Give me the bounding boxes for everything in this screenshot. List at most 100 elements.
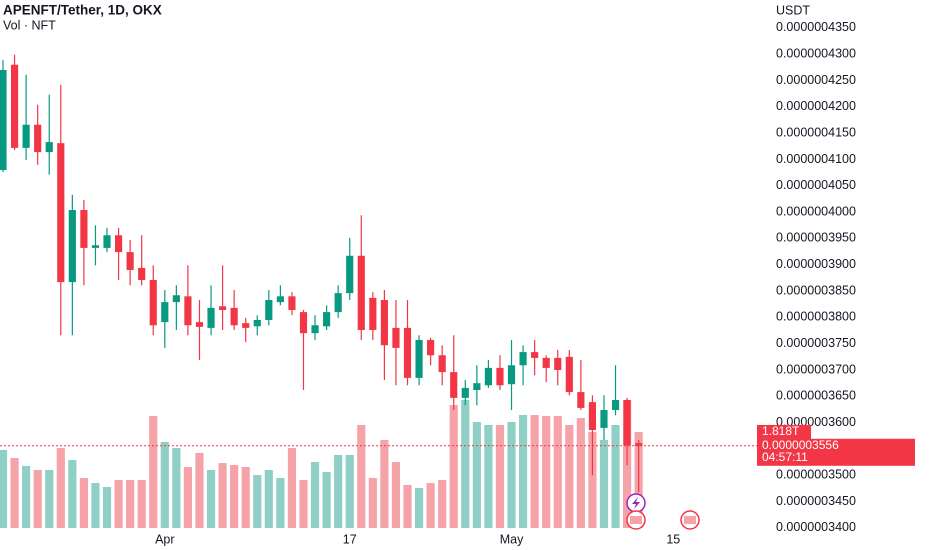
- candle-body: [565, 356, 573, 393]
- candle-body: [323, 312, 331, 327]
- y-tick-label: 0.0000003650: [776, 389, 856, 403]
- volume-bar: [230, 464, 239, 528]
- y-tick-label: 0.0000004100: [776, 152, 856, 166]
- y-tick-label: 0.0000004250: [776, 73, 856, 87]
- volume-bar: [391, 462, 401, 528]
- volume-bar: [368, 477, 377, 528]
- volume-bar: [10, 458, 19, 528]
- volume-bar: [334, 454, 343, 528]
- candle-body: [623, 400, 631, 446]
- candle-body: [80, 210, 88, 248]
- candle-body: [438, 355, 446, 373]
- x-tick-label: 17: [343, 532, 357, 546]
- candle-body: [611, 400, 620, 410]
- candle-body: [507, 365, 516, 385]
- candle-body: [126, 252, 134, 270]
- candle-body: [554, 357, 562, 370]
- volume-bar: [22, 465, 31, 528]
- candle-body: [0, 70, 7, 170]
- candle-body: [10, 64, 19, 148]
- candle-body: [57, 143, 65, 283]
- candle-body: [369, 297, 377, 330]
- volume-bar: [380, 439, 389, 528]
- volume-bar: [299, 479, 308, 528]
- candle-body: [542, 357, 550, 368]
- volume-bar: [0, 449, 8, 528]
- y-tick-label: 0.0000003750: [776, 336, 856, 350]
- y-tick-label: 0.0000004000: [776, 204, 856, 218]
- candle-body: [184, 296, 192, 326]
- y-tick-label: 0.0000004150: [776, 125, 856, 139]
- candle-body: [299, 312, 308, 334]
- candle-body: [415, 340, 423, 378]
- volume-bar: [542, 416, 551, 528]
- volume-bar: [241, 466, 250, 528]
- y-tick-label: 0.0000003900: [776, 257, 856, 271]
- candle-body: [334, 293, 342, 313]
- candle-body: [577, 392, 585, 408]
- x-tick-label: 15: [666, 532, 680, 546]
- candle-body: [357, 255, 365, 330]
- volume-bar: [45, 470, 54, 528]
- volume-bar: [172, 448, 181, 528]
- x-tick-label: May: [500, 532, 524, 546]
- volume-bar: [102, 487, 112, 528]
- volume-bar: [472, 421, 481, 528]
- volume-bar: [414, 488, 424, 528]
- candle-body: [91, 245, 100, 248]
- candles: [0, 54, 643, 493]
- candle-body: [207, 307, 215, 328]
- volume-legend: Vol · NFT: [3, 18, 56, 32]
- candle-body: [380, 300, 388, 346]
- y-tick-label: 0.0000003950: [776, 231, 856, 245]
- y-tick-label: 0.0000004050: [776, 178, 856, 192]
- volume-bar: [56, 448, 65, 528]
- candle-body: [392, 327, 400, 348]
- volume-bar: [449, 405, 458, 528]
- candle-body: [68, 210, 76, 283]
- volume-bar: [160, 442, 169, 528]
- volume-bar: [33, 470, 42, 528]
- volume-bar: [484, 424, 493, 528]
- y-tick-label: 0.0000004200: [776, 99, 856, 113]
- volume-bar: [149, 416, 158, 528]
- candle-body: [242, 323, 250, 328]
- candle-body: [114, 235, 123, 253]
- event-icons[interactable]: [626, 493, 700, 530]
- candle-body: [484, 367, 492, 386]
- volume-bar: [68, 460, 77, 528]
- candle-body: [346, 255, 354, 294]
- volume-bar: [322, 472, 331, 528]
- candle-body: [45, 142, 53, 153]
- candle-body: [161, 302, 169, 323]
- volume-bar: [403, 485, 412, 528]
- y-axis-unit: USDT: [776, 3, 810, 17]
- volume-bar: [426, 482, 435, 528]
- flag-shape: [630, 516, 642, 524]
- y-tick-label: 0.0000003500: [776, 468, 856, 482]
- candle-body: [288, 296, 296, 310]
- volume-bar: [599, 439, 609, 528]
- candle-body: [519, 352, 527, 366]
- candle-body: [635, 443, 643, 446]
- volume-tag: [757, 424, 811, 439]
- volume-bar: [345, 454, 354, 528]
- candle-body: [276, 296, 284, 303]
- candle-body: [138, 267, 146, 280]
- volume-bar: [264, 470, 273, 528]
- candle-body: [600, 410, 608, 428]
- volume-bar: [137, 479, 146, 528]
- volume-bar: [91, 482, 100, 528]
- countdown-label: 04:57:11: [762, 450, 808, 464]
- volume-bar: [253, 475, 262, 528]
- volume-bar: [114, 479, 123, 528]
- candle-body: [311, 325, 319, 334]
- candle-body: [149, 280, 157, 326]
- candle-body: [531, 352, 539, 358]
- candle-body: [172, 295, 180, 303]
- candle-body: [34, 124, 42, 153]
- volume-bar: [588, 432, 597, 528]
- candle-body: [22, 124, 30, 148]
- volume-bar: [79, 477, 88, 528]
- candle-body: [253, 320, 261, 327]
